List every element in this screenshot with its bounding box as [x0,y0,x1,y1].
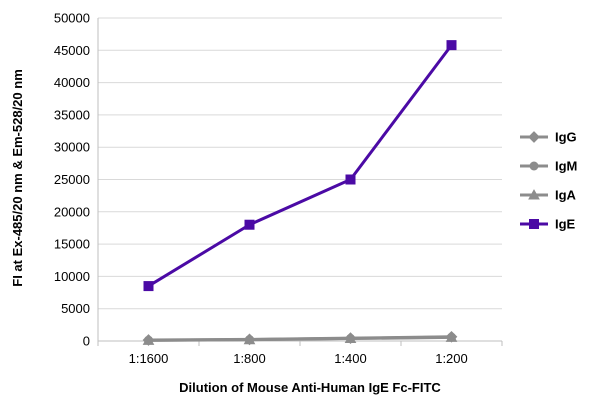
series-line-ige [147,44,453,288]
data-point-ige [143,281,154,292]
y-tick-label: 35000 [54,107,90,122]
legend-marker [528,131,540,143]
data-point-iga [445,331,458,342]
y-tick-label: 15000 [54,237,90,252]
y-tick-label: 50000 [54,11,90,26]
y-tick-label: 10000 [54,269,90,284]
legend: IgG IgM IgA IgE [520,130,577,232]
x-tick-label: 1:1600 [129,351,169,366]
y-tick-label: 20000 [54,204,90,219]
data-point-ige [446,40,457,51]
legend-marker [529,161,539,171]
legend-label: IgE [555,217,576,232]
legend-item-ige: IgE [520,217,576,232]
legend-label: IgM [555,159,577,174]
data-point-iga [243,333,256,345]
legend-item-iga: IgA [520,188,577,203]
y-tick-label: 25000 [54,172,90,187]
y-axis: 0 5000 10000 15000 20000 25000 30000 35000 40000… [54,11,99,349]
x-tick-label: 1:200 [435,351,468,366]
legend-marker [528,189,540,200]
y-axis-title: FI at Ex-485/20 nm & Em-528/20 nm [10,69,25,286]
x-tick-label: 1:800 [233,351,266,366]
legend-label: IgG [555,130,577,145]
series-group [142,40,458,346]
data-point-iga [142,334,155,345]
gridlines [98,17,502,310]
series-iga [142,331,458,345]
y-tick-label: 0 [83,334,90,349]
legend-item-igg: IgG [520,130,577,145]
x-tick-label: 1:400 [334,351,367,366]
data-point-ige [345,174,356,185]
y-tick-label: 5000 [61,301,90,316]
y-tick-label: 30000 [54,140,90,155]
legend-item-igm: IgM [520,159,577,174]
legend-marker [529,219,539,229]
data-point-ige [244,219,255,230]
y-tick-label: 40000 [54,75,90,90]
x-axis: 1:1600 1:800 1:400 1:200 [97,340,503,366]
legend-label: IgA [555,188,577,203]
data-point-iga [344,332,357,344]
series-ige [143,40,457,292]
series-line-iga [148,335,452,342]
x-axis-title: Dilution of Mouse Anti-Human IgE Fc-FITC [179,380,441,395]
y-tick-label: 45000 [54,43,90,58]
